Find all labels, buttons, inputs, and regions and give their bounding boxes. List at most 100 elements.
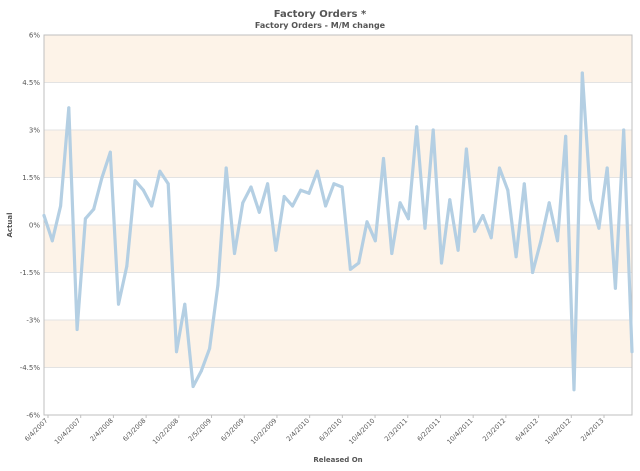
data-point — [282, 195, 286, 198]
y-tick-label: -4.5% — [20, 364, 41, 372]
data-point — [373, 239, 377, 243]
x-tick-label: 2/3/2011 — [383, 417, 409, 443]
data-point — [613, 286, 617, 290]
data-point — [299, 188, 303, 192]
data-point — [257, 210, 261, 214]
x-tick-label: 2/4/2008 — [89, 417, 115, 443]
data-point — [133, 179, 137, 183]
data-point — [589, 198, 593, 202]
y-tick-label: 3% — [29, 127, 40, 135]
data-point — [522, 182, 526, 186]
data-point — [572, 388, 576, 392]
data-point — [50, 239, 54, 243]
y-tick-label: -6% — [26, 412, 40, 420]
data-point — [249, 185, 253, 189]
x-tick-label: 10/2/2009 — [249, 417, 278, 446]
data-point — [348, 267, 352, 271]
y-tick-label: 6% — [29, 32, 40, 40]
data-point — [448, 198, 452, 202]
grid-band — [44, 130, 632, 178]
data-point — [423, 226, 427, 230]
data-point — [191, 385, 195, 388]
data-point — [605, 166, 609, 170]
data-point — [481, 214, 485, 217]
data-point — [340, 185, 344, 189]
data-point — [456, 248, 460, 252]
data-point — [83, 217, 87, 221]
x-tick-label: 2/4/2013 — [579, 417, 605, 443]
data-point — [307, 191, 311, 195]
x-tick-label: 6/4/2007 — [23, 417, 49, 443]
data-point — [539, 239, 543, 243]
data-point — [175, 350, 178, 354]
data-point — [224, 166, 228, 170]
data-point — [125, 264, 129, 268]
data-point — [42, 214, 46, 217]
x-tick-label: 10/2/2008 — [151, 417, 180, 446]
x-tick-label: 2/5/2009 — [187, 417, 213, 443]
y-tick-label: 0% — [29, 222, 40, 230]
data-point — [622, 128, 626, 132]
x-tick-label: 6/2/2011 — [416, 417, 442, 443]
data-point — [150, 204, 154, 208]
data-point — [398, 201, 402, 205]
data-point — [67, 106, 71, 110]
data-point — [531, 271, 535, 274]
y-tick-label: 1.5% — [22, 174, 40, 182]
y-tick-label: -3% — [26, 317, 40, 325]
data-point — [415, 125, 419, 129]
data-point — [241, 201, 245, 205]
data-point — [564, 134, 568, 138]
x-axis-label: Released On — [313, 456, 362, 464]
data-point — [108, 150, 112, 154]
data-point — [291, 204, 294, 208]
x-tick-label: 10/4/2011 — [445, 417, 474, 446]
data-point — [141, 188, 145, 192]
data-point — [100, 176, 104, 179]
plot-frame — [43, 34, 633, 416]
data-point — [183, 302, 187, 306]
x-tick-label: 2/3/2012 — [481, 417, 507, 443]
data-point — [75, 328, 79, 331]
chart-subtitle: Factory Orders - M/M change — [254, 21, 386, 30]
data-point — [324, 204, 328, 208]
data-point — [266, 182, 270, 186]
data-point — [59, 204, 63, 208]
y-tick-label: -1.5% — [20, 269, 41, 277]
data-point — [473, 229, 477, 233]
data-point — [166, 182, 170, 186]
x-tick-label: 6/3/2010 — [317, 417, 343, 443]
data-point — [216, 283, 220, 287]
data-point — [92, 207, 96, 211]
data-point — [199, 369, 203, 373]
data-point — [406, 217, 410, 221]
data-point — [498, 166, 501, 170]
x-tick-label: 6/4/2012 — [514, 417, 540, 443]
data-point — [580, 71, 584, 75]
data-point — [315, 169, 319, 173]
data-point — [440, 261, 443, 265]
y-tick-label: 4.5% — [22, 79, 40, 87]
data-point — [274, 248, 278, 252]
data-point — [556, 239, 559, 243]
data-point — [158, 169, 162, 173]
grid-band — [44, 320, 632, 368]
data-point — [547, 201, 551, 205]
grid-band — [44, 35, 632, 83]
data-point — [489, 236, 493, 240]
data-point — [332, 182, 336, 186]
x-tick-label: 10/4/2010 — [347, 417, 376, 446]
data-point — [464, 147, 468, 151]
data-point — [506, 188, 510, 192]
data-point — [365, 220, 369, 224]
chart-title: Factory Orders * — [273, 9, 367, 20]
data-point — [390, 252, 394, 255]
x-tick-label: 6/3/2009 — [219, 417, 245, 443]
data-point — [597, 226, 601, 230]
x-tick-label: 10/4/2007 — [53, 417, 82, 446]
data-point — [357, 261, 361, 265]
data-point — [382, 157, 385, 160]
data-point — [233, 252, 236, 255]
data-point — [117, 302, 120, 306]
